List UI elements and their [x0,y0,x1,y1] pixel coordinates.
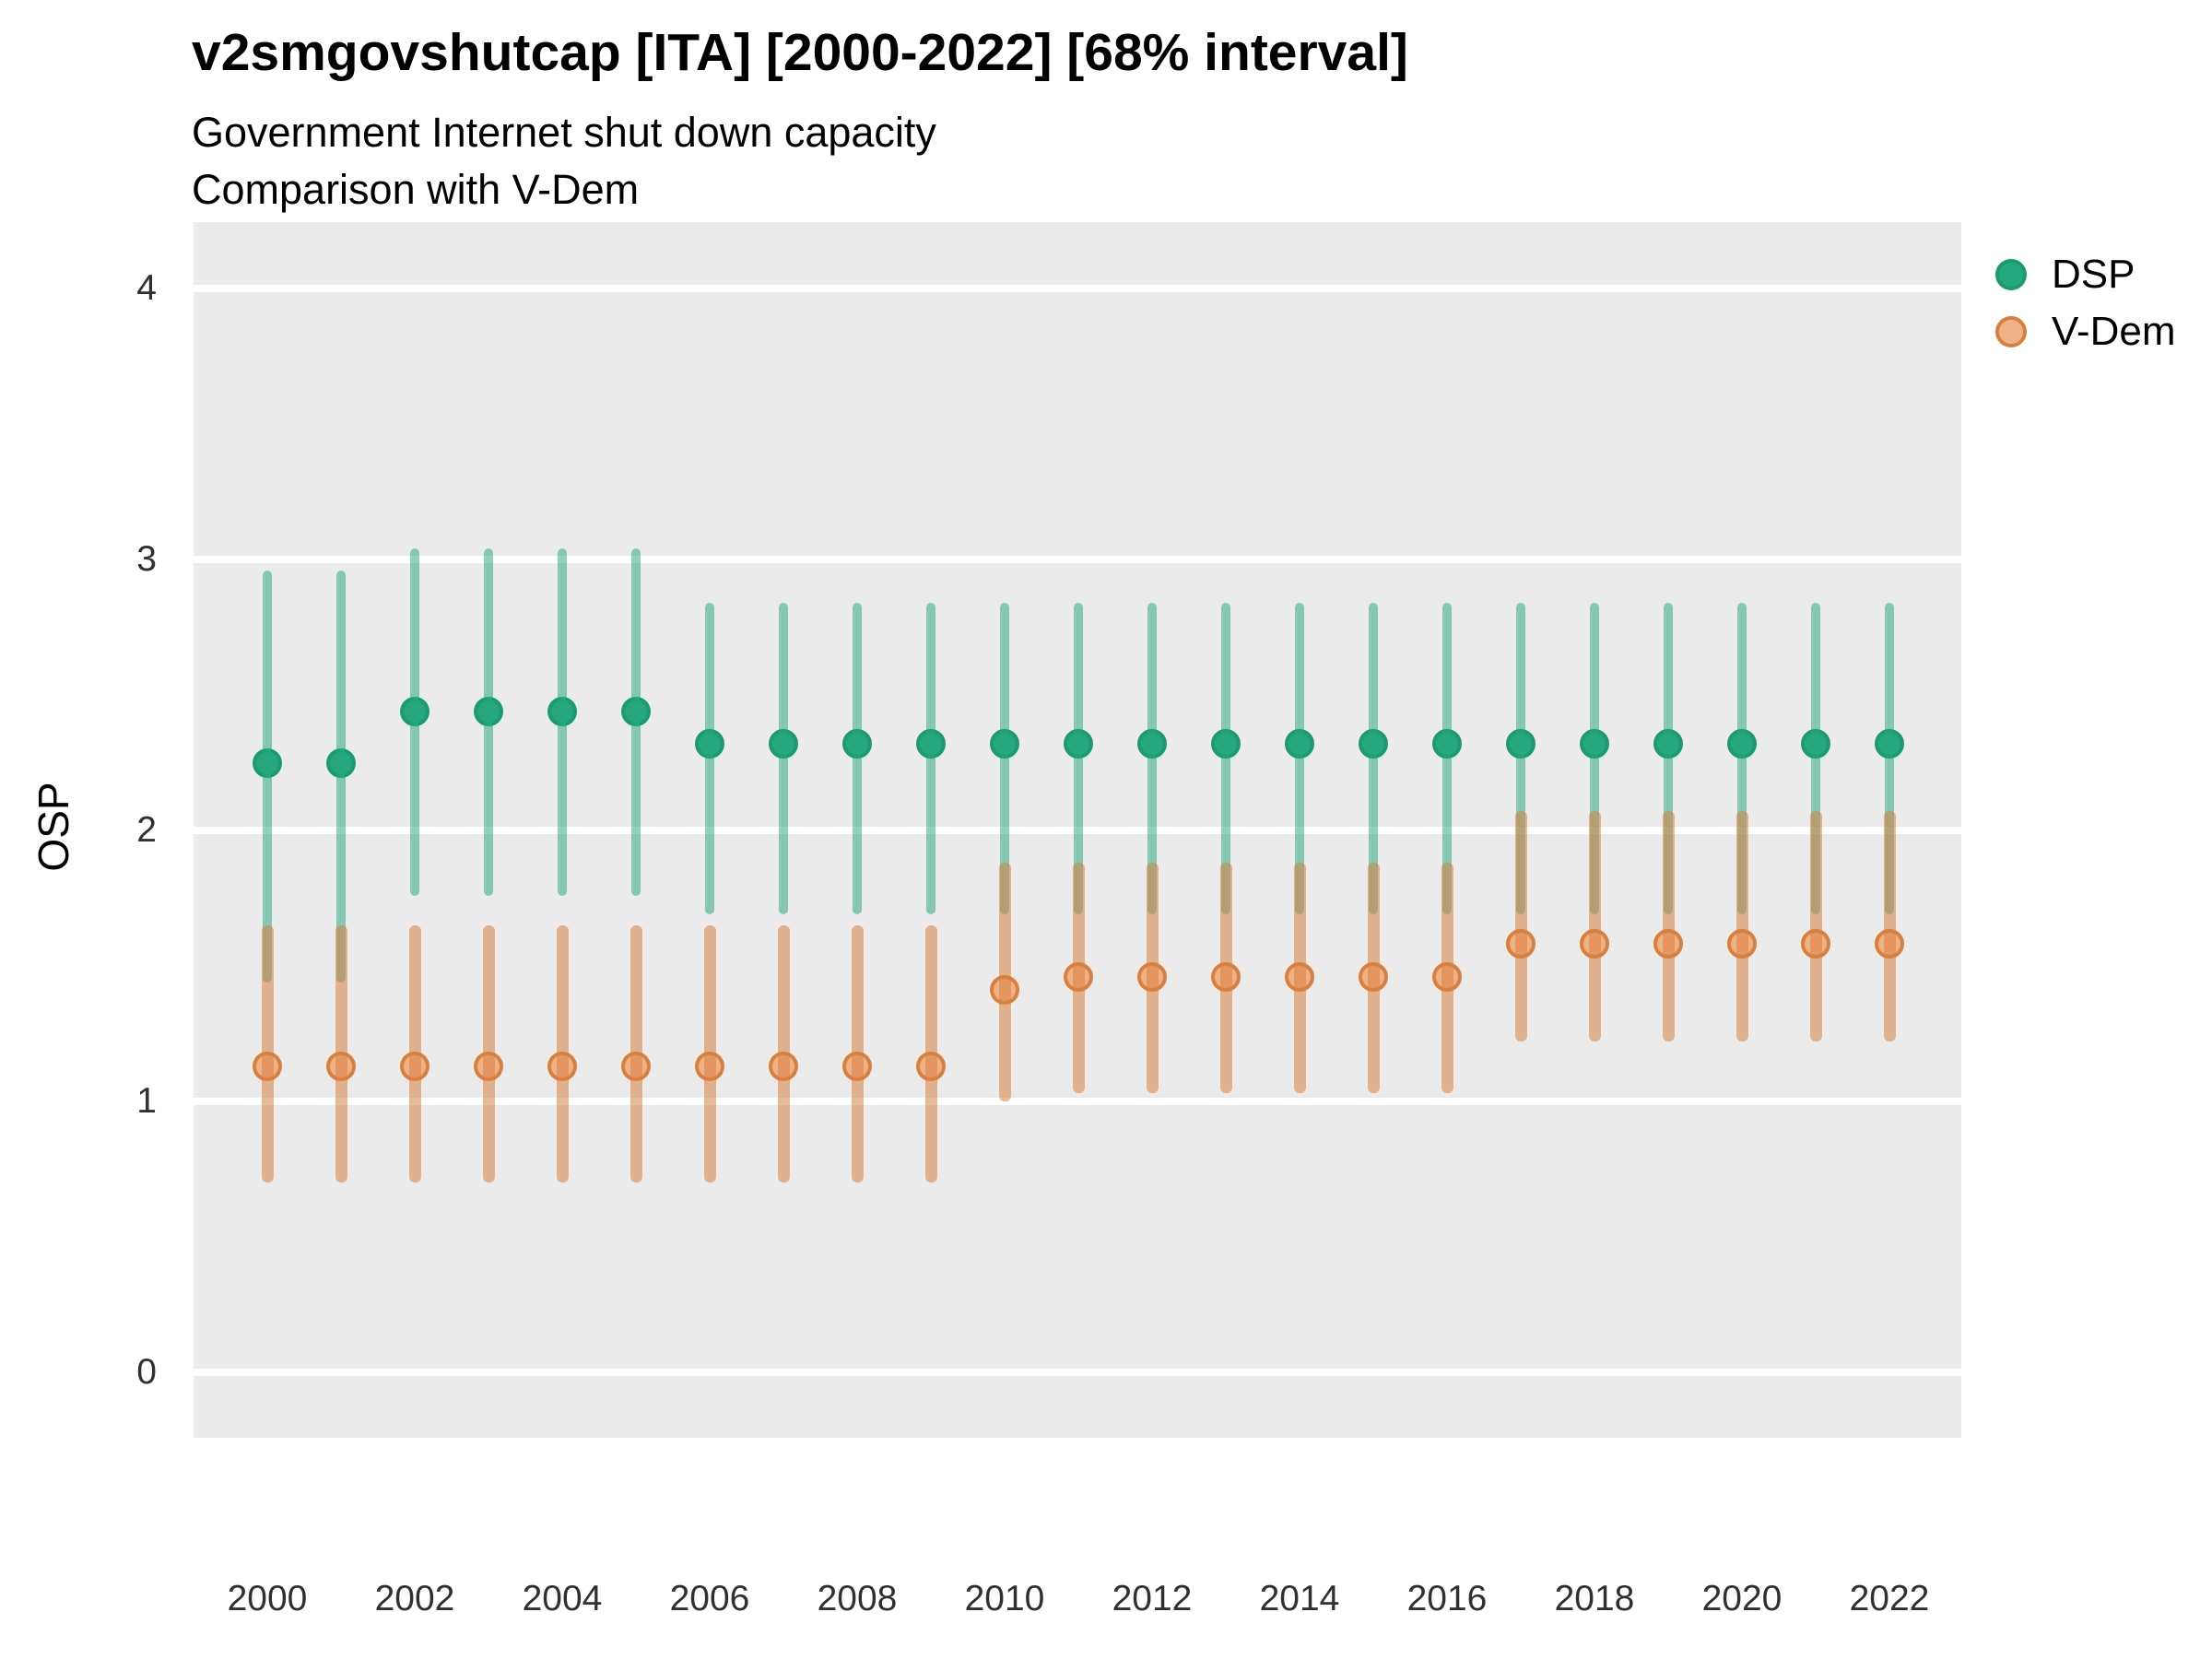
x-tick-label-2004: 2004 [522,1579,603,1618]
dsp-interval-2001 [336,570,346,982]
dsp-interval-2009 [926,603,935,915]
y-tick-label-1: 1 [136,1081,157,1121]
v-dem-interval-2014 [1293,863,1306,1094]
y-tick-label-3: 3 [136,539,157,579]
x-tick-label-2010: 2010 [964,1579,1045,1618]
dsp-interval-2016 [1442,603,1452,915]
v-dem-interval-2004 [556,924,569,1183]
dsp-interval-2010 [1000,603,1009,915]
x-tick-label-2012: 2012 [1112,1579,1193,1618]
dsp-interval-2006 [705,603,714,915]
dsp-interval-2018 [1590,603,1599,915]
x-tick-label-2018: 2018 [1554,1579,1635,1618]
v-dem-interval-2006 [703,924,716,1183]
x-tick-label-2022: 2022 [1849,1579,1930,1618]
chart-title: v2smgovshutcap [ITA] [2000-2022] [68% in… [192,23,1408,82]
dsp-interval-2004 [558,548,567,896]
dsp-interval-2020 [1737,603,1747,915]
v-dem-interval-2017 [1514,811,1527,1042]
v-dem-interval-2002 [408,924,421,1183]
gridline-y-1 [194,1098,1961,1105]
dsp-interval-2014 [1295,603,1304,915]
v-dem-interval-2019 [1662,811,1675,1042]
dsp-interval-2019 [1664,603,1673,915]
chart-subtitle-line1: Government Internet shut down capacity [192,109,936,156]
x-tick-label-2008: 2008 [817,1579,898,1618]
dsp-interval-2003 [484,548,493,896]
v-dem-interval-2003 [482,924,495,1183]
dsp-interval-2011 [1074,603,1083,915]
dsp-interval-2022 [1885,603,1894,915]
legend-dsp-label: DSP [2052,252,2136,297]
chart-subtitle-line2: Comparison with V-Dem [192,166,640,213]
v-dem-interval-2016 [1441,863,1453,1094]
v-dem-interval-2009 [924,924,937,1183]
gridline-y-0 [194,1369,1961,1376]
v-dem-interval-2018 [1588,811,1601,1042]
dsp-interval-2021 [1811,603,1820,915]
x-tick-label-2006: 2006 [669,1579,750,1618]
v-dem-interval-2010 [998,863,1011,1101]
dsp-interval-2007 [779,603,788,915]
x-tick-label-2016: 2016 [1406,1579,1488,1618]
v-dem-interval-2012 [1146,863,1159,1094]
v-dem-interval-2015 [1367,863,1380,1094]
x-tick-label-2014: 2014 [1259,1579,1340,1618]
gridline-y-3 [194,556,1961,563]
v-dem-interval-2013 [1219,863,1232,1094]
v-dem-interval-2000 [261,924,274,1183]
dsp-interval-2008 [853,603,862,915]
v-dem-interval-2001 [335,924,347,1183]
y-tick-label-2: 2 [136,810,157,850]
v-dem-interval-2020 [1735,811,1748,1042]
x-tick-label-2020: 2020 [1701,1579,1783,1618]
v-dem-interval-2008 [851,924,864,1183]
dsp-interval-2017 [1516,603,1525,915]
legend-dsp-dot-icon [1995,259,2027,290]
legend-vdem-label: V-Dem [2052,309,2176,354]
legend-vdem-dot-icon [1995,316,2027,347]
x-tick-label-2000: 2000 [227,1579,308,1618]
v-dem-interval-2022 [1883,811,1896,1042]
dsp-interval-2002 [410,548,419,896]
dsp-interval-2012 [1147,603,1157,915]
y-tick-label-4: 4 [136,268,157,308]
dsp-interval-2005 [631,548,641,896]
v-dem-interval-2011 [1072,863,1085,1094]
v-dem-interval-2005 [629,924,642,1183]
gridline-y-4 [194,285,1961,292]
dsp-interval-2000 [263,570,272,982]
dsp-interval-2015 [1369,603,1378,915]
y-tick-label-0: 0 [136,1352,157,1392]
dsp-interval-2013 [1221,603,1230,915]
v-dem-interval-2021 [1809,811,1822,1042]
x-tick-label-2002: 2002 [374,1579,455,1618]
v-dem-interval-2007 [777,924,790,1183]
